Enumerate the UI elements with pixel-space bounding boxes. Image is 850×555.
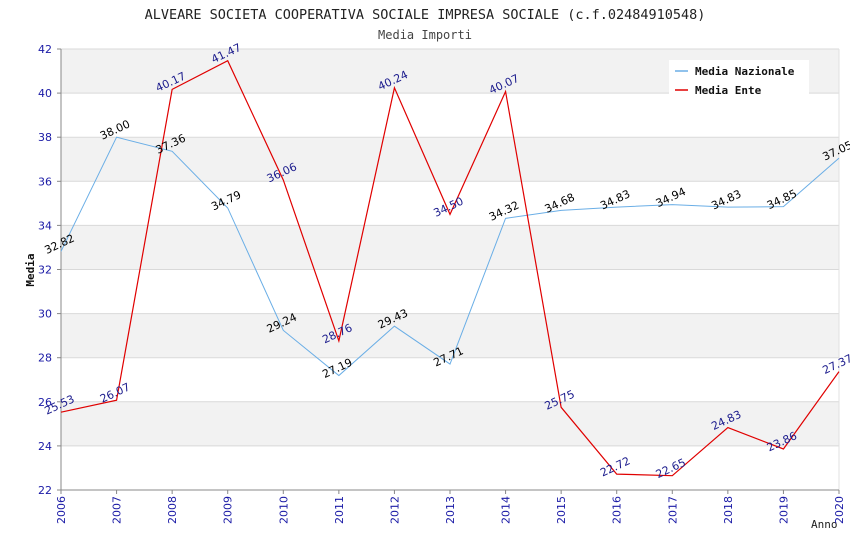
legend: Media Nazionale Media Ente	[669, 60, 809, 100]
x-tick-label: 2019	[777, 496, 790, 524]
grid-band	[61, 225, 839, 269]
y-tick-label: 30	[38, 308, 52, 321]
x-tick-label: 2018	[722, 496, 735, 524]
x-tick-label: 2013	[444, 496, 457, 524]
x-tick-label: 2012	[388, 496, 401, 524]
data-label-media-nazionale: 27.19	[320, 356, 354, 381]
data-label-media-nazionale: 34.83	[598, 187, 632, 212]
chart-subtitle: Media Importi	[378, 28, 472, 42]
data-label-media-nazionale: 34.32	[487, 199, 521, 224]
data-label-media-nazionale: 34.83	[709, 187, 743, 212]
data-label-media-ente: 34.50	[431, 195, 465, 220]
data-label-media-nazionale: 34.79	[209, 188, 243, 213]
data-label-media-ente: 22.65	[654, 456, 688, 481]
x-tick-label: 2010	[277, 496, 290, 524]
x-tick-label: 2009	[222, 496, 235, 524]
x-tick-label: 2015	[555, 496, 568, 524]
x-tick-label: 2011	[333, 496, 346, 524]
data-label-media-nazionale: 34.94	[654, 185, 688, 210]
x-tick-label: 2016	[611, 496, 624, 524]
y-tick-label: 32	[38, 264, 52, 277]
y-tick-label: 34	[38, 219, 52, 232]
y-tick-label: 36	[38, 175, 52, 188]
chart-title: ALVEARE SOCIETA COOPERATIVA SOCIALE IMPR…	[145, 7, 706, 23]
legend-label-media-nazionale: Media Nazionale	[695, 65, 795, 78]
x-tick-label: 2014	[500, 496, 513, 524]
legend-label-media-ente: Media Ente	[695, 84, 762, 97]
x-tick-labels: 2006 2007 2008 2009 2010 2011 2012 2013 2014 2015…	[55, 496, 846, 524]
y-axis-label: Media	[24, 253, 37, 286]
y-tick-label: 28	[38, 352, 52, 365]
x-tick-label: 2008	[166, 496, 179, 524]
grid-bands	[61, 49, 839, 446]
y-tick-label: 22	[38, 484, 52, 497]
x-tick-label: 2017	[666, 496, 679, 524]
y-tick-label: 38	[38, 131, 52, 144]
data-label-media-nazionale: 34.68	[543, 191, 577, 216]
y-tick-label: 24	[38, 440, 52, 453]
y-tick-label: 40	[38, 87, 52, 100]
data-label-media-nazionale: 34.85	[765, 187, 799, 212]
x-tick-label: 2006	[55, 496, 68, 524]
y-tick-label: 42	[38, 43, 52, 56]
x-tick-label: 2007	[111, 496, 124, 524]
x-tick-label: 2020	[833, 496, 846, 524]
